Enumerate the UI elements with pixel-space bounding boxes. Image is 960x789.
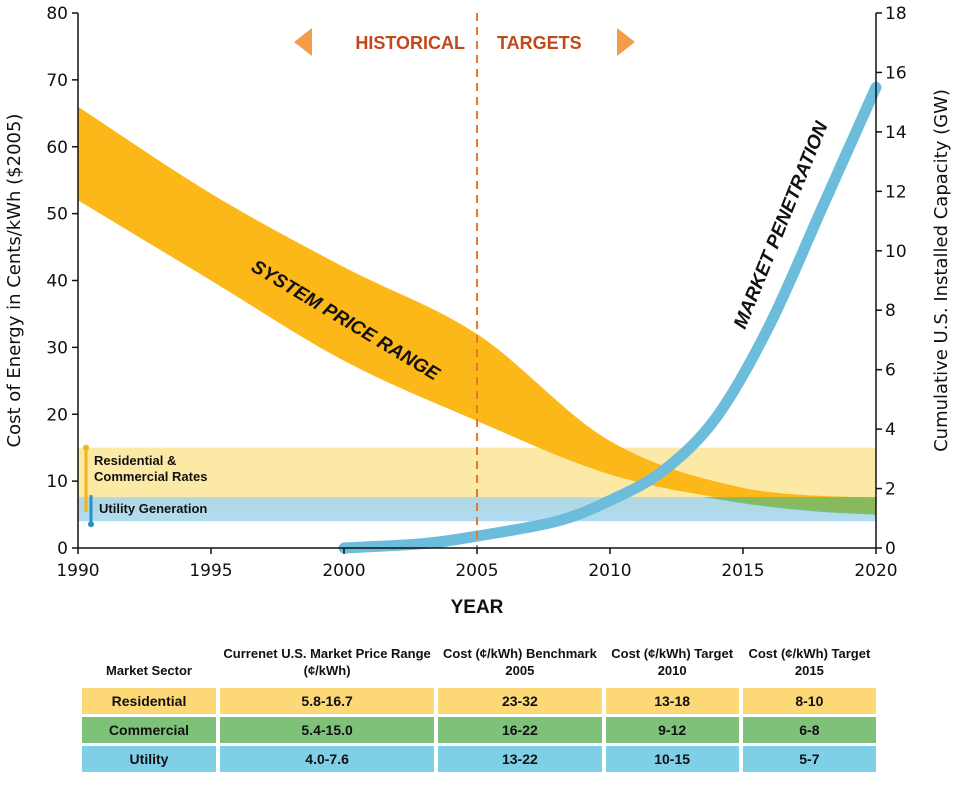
y2-tick-label: 10 (885, 242, 907, 262)
table-row-residential: Residential 5.8-16.7 23-32 13-18 8-10 (82, 688, 876, 714)
table-cell: 4.0-7.6 (220, 746, 435, 772)
header-target-2015: Cost (¢/kWh) Target 2015 (748, 646, 871, 678)
y-tick-label: 60 (46, 138, 68, 158)
sector-commercial: Commercial (82, 717, 216, 743)
table-cell: 13-18 (605, 688, 739, 714)
table-header-row: Market Sector Currenet U.S. Market Price… (82, 643, 876, 685)
table-cell: 23-32 (438, 688, 602, 714)
y-tick-label: 50 (46, 205, 68, 225)
table-cell: 5-7 (742, 746, 876, 772)
y2-tick-label: 12 (885, 182, 907, 202)
targets-label: TARGETS (497, 33, 582, 53)
table-cell: 10-15 (605, 746, 739, 772)
table-row-commercial: Commercial 5.4-15.0 16-22 9-12 6-8 (82, 717, 876, 743)
y2-tick-label: 0 (885, 539, 896, 559)
y2-tick-label: 2 (885, 480, 896, 500)
table-cell: 16-22 (438, 717, 602, 743)
x-tick-label: 2015 (721, 561, 764, 581)
y-tick-label: 0 (57, 539, 68, 559)
sector-utility: Utility (82, 746, 216, 772)
table-row-utility: Utility 4.0-7.6 13-22 10-15 5-7 (82, 746, 876, 772)
y2-tick-label: 8 (885, 301, 896, 321)
table-cell: 6-8 (742, 717, 876, 743)
y-tick-label: 20 (46, 405, 68, 425)
table-cell: 5.8-16.7 (220, 688, 435, 714)
y2-tick-label: 18 (885, 4, 907, 24)
x-tick-label: 1995 (189, 561, 232, 581)
commercial-overlap-band (703, 497, 876, 515)
y-tick-label: 30 (46, 338, 68, 358)
y-tick-label: 10 (46, 472, 68, 492)
y-tick-label: 70 (46, 71, 68, 91)
y2-tick-label: 16 (885, 63, 907, 83)
x-tick-label: 1990 (56, 561, 99, 581)
table-cell: 13-22 (438, 746, 602, 772)
left-arrow-icon (294, 28, 312, 56)
rates-bracket-cap (83, 444, 89, 451)
x-tick-label: 2010 (588, 561, 631, 581)
table-cell: 5.4-15.0 (220, 717, 435, 743)
rates-label: Residential & Commercial Rates (94, 453, 207, 484)
market-penetration-line (338, 81, 882, 554)
y2-tick-label: 14 (885, 123, 907, 143)
y2-tick-label: 4 (885, 420, 896, 440)
header-current-price-range: Currenet U.S. Market Price Range (¢/kWh) (223, 646, 431, 678)
sector-residential: Residential (82, 688, 216, 714)
utility-bracket-cap (88, 521, 94, 528)
x-tick-label: 2005 (455, 561, 498, 581)
cost-table: Market Sector Currenet U.S. Market Price… (78, 640, 880, 775)
y-tick-label: 40 (46, 272, 68, 292)
x-tick-label: 2020 (854, 561, 897, 581)
y2-tick-label: 6 (885, 361, 896, 381)
right-arrow-icon (617, 28, 635, 56)
x-axis-title: YEAR (451, 597, 504, 618)
x-tick-label: 2000 (322, 561, 365, 581)
header-benchmark-2005: Cost (¢/kWh) Benchmark 2005 (442, 646, 597, 678)
utility-generation-label: Utility Generation (99, 501, 207, 516)
table-cell: 8-10 (742, 688, 876, 714)
y2-axis-title: Cumulative U.S. Installed Capacity (GW) (931, 89, 952, 452)
header-target-2010: Cost (¢/kWh) Target 2010 (611, 646, 734, 678)
historical-label: HISTORICAL (355, 33, 465, 53)
y-tick-label: 80 (46, 4, 68, 24)
header-market-sector: Market Sector (106, 663, 192, 678)
y-axis-title: Cost of Energy in Cents/kWh ($2005) (4, 114, 25, 448)
table-cell: 9-12 (605, 717, 739, 743)
